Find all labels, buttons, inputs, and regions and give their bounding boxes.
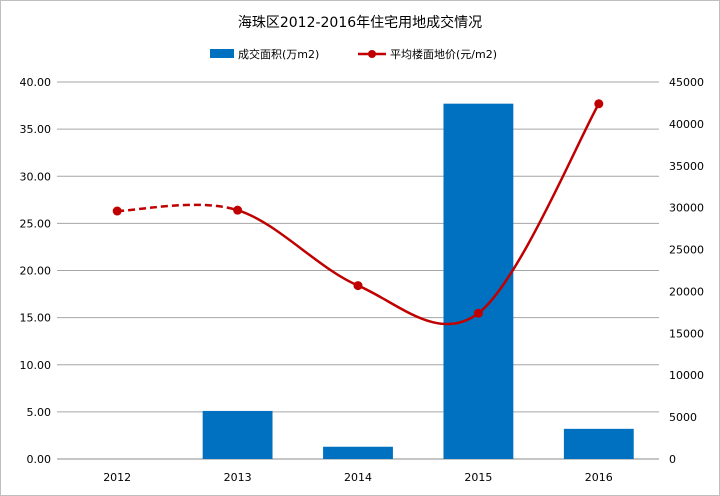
right-tick-label: 10000 [669, 369, 704, 382]
line-marker [594, 99, 604, 109]
left-tick-label: 35.00 [20, 123, 52, 136]
x-tick-label: 2016 [585, 471, 613, 484]
right-tick-label: 30000 [669, 202, 704, 215]
line-marker [473, 308, 483, 318]
x-axis: 2012 2013 2014 2015 2016 [103, 471, 613, 484]
legend: 成交面积(万m2) 平均楼面地价(元/m2) [210, 47, 497, 61]
line-segment [117, 203, 238, 213]
right-tick-label: 40000 [669, 118, 704, 131]
bar [563, 428, 634, 459]
left-tick-label: 40.00 [20, 76, 52, 89]
x-tick-label: 2012 [103, 471, 131, 484]
line-segment [357, 284, 480, 326]
line-marker [112, 206, 122, 216]
right-tick-label: 20000 [669, 285, 704, 298]
right-tick-label: 35000 [669, 160, 704, 173]
line-series [112, 99, 604, 326]
left-tick-label: 20.00 [20, 265, 52, 278]
legend-swatch-marker [368, 50, 376, 58]
right-tick-label: 0 [669, 453, 676, 466]
right-tick-label: 15000 [669, 327, 704, 340]
left-tick-label: 5.00 [27, 406, 52, 419]
left-tick-label: 30.00 [20, 170, 52, 183]
left-tick-label: 25.00 [20, 217, 52, 230]
chart-title: 海珠区2012-2016年住宅用地成交情况 [238, 14, 482, 31]
gridlines [57, 81, 659, 460]
right-tick-label: 5000 [669, 411, 697, 424]
left-tick-label: 10.00 [20, 359, 52, 372]
left-axis: 0.00 5.00 10.00 15.00 20.00 25.00 30.00 35.00 40… [20, 76, 52, 466]
line-marker [353, 281, 363, 291]
line-segment [237, 208, 359, 287]
right-tick-label: 45000 [669, 76, 704, 89]
right-axis: 0 5000 10000 15000 20000 25000 30000 35000 40000… [669, 76, 704, 466]
left-tick-label: 0.00 [27, 453, 52, 466]
legend-label-bar: 成交面积(万m2) [238, 47, 319, 61]
bar-series [202, 103, 634, 460]
x-tick-label: 2014 [344, 471, 372, 484]
x-tick-label: 2013 [224, 471, 252, 484]
bar [202, 410, 273, 459]
legend-label-line: 平均楼面地价(元/m2) [390, 47, 497, 61]
x-tick-label: 2015 [464, 471, 492, 484]
bar [443, 103, 514, 460]
line-marker [233, 205, 243, 215]
bar [323, 446, 393, 459]
left-tick-label: 15.00 [20, 312, 52, 325]
right-tick-label: 25000 [669, 244, 704, 257]
legend-swatch-bar [210, 49, 234, 58]
line-segment [477, 103, 600, 315]
